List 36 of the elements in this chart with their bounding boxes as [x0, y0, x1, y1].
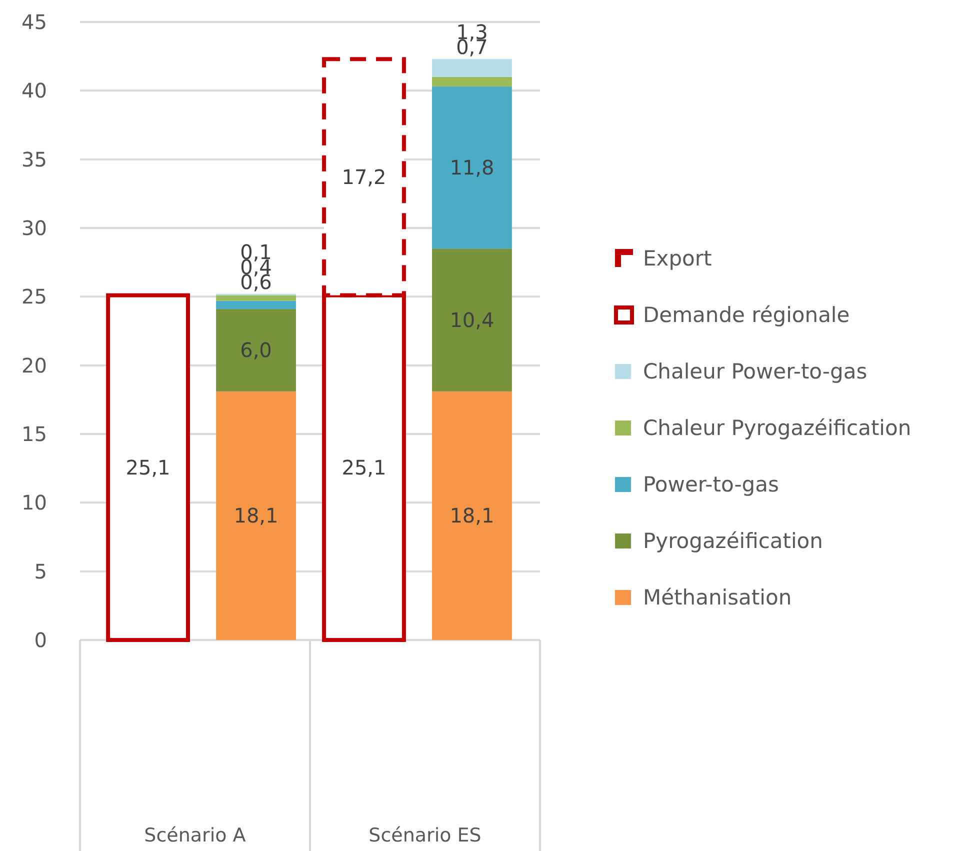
y-tick-label: 45 [22, 10, 47, 34]
legend-label: Pyrogazéification [643, 528, 823, 553]
data-label: 25,1 [126, 456, 170, 480]
legend-label: Demande régionale [643, 302, 850, 327]
bar [432, 391, 512, 640]
y-tick-label: 20 [22, 353, 47, 378]
legend-label: Méthanisation [643, 585, 792, 610]
data-label: 17,2 [342, 165, 386, 190]
y-tick-label: 0 [34, 628, 47, 652]
data-label: 10,4 [450, 308, 494, 332]
legend-label: Power-to-gas [643, 472, 779, 496]
bar [216, 391, 296, 640]
text: Scénario A [144, 824, 246, 847]
bar [216, 309, 296, 392]
data-label: 6,0 [240, 338, 272, 362]
legend-label: Chaleur Pyrogazéification [643, 416, 912, 440]
bar [432, 59, 512, 77]
bar [432, 86, 512, 249]
y-tick-label: 35 [22, 147, 47, 172]
y-tick-label: 10 [22, 490, 47, 515]
y-tick-label: 5 [34, 559, 47, 584]
bar [432, 248, 512, 392]
bar [216, 300, 296, 310]
data-label: 18,1 [450, 504, 494, 528]
legend-label: Export [643, 246, 712, 270]
text: Scénario ES [368, 824, 482, 847]
y-tick-label: 25 [22, 284, 47, 309]
legend-label: Chaleur Power-to-gas [643, 359, 868, 384]
y-tick-label: 30 [22, 216, 47, 240]
y-tick-label: 15 [22, 422, 47, 446]
bar [216, 295, 296, 301]
y-tick-label: 40 [22, 78, 47, 103]
data-label: 11,8 [450, 156, 494, 180]
data-label: 18,1 [234, 504, 278, 528]
data-label: 25,1 [342, 456, 386, 480]
bar [432, 76, 512, 87]
